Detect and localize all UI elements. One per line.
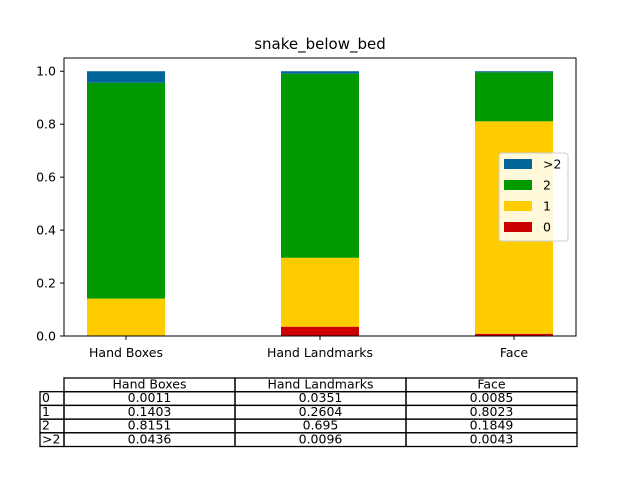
bar-hand-boxes-series-gt2 xyxy=(87,71,165,83)
bar-hand-landmarks-series-1 xyxy=(281,257,359,327)
table-cell-value: 0.0011 xyxy=(128,390,172,405)
table-cell-value: 0.695 xyxy=(303,418,339,433)
data-table: Hand Boxes Hand Landmarks Face 0 0.0011 0.035… xyxy=(39,377,578,448)
table-cell-value: 0.2604 xyxy=(299,404,343,419)
legend-swatch-1 xyxy=(504,201,532,211)
y-tick-label: 0.6 xyxy=(36,170,56,185)
legend-box xyxy=(498,152,569,242)
chart-title: snake_below_bed xyxy=(254,35,386,54)
legend-label-1: 1 xyxy=(543,199,551,214)
table-col-header: Face xyxy=(477,377,506,392)
table-cell-value: 0.0351 xyxy=(299,390,343,405)
table-col-header: Hand Boxes xyxy=(113,377,187,392)
bar-hand-landmarks-series-2 xyxy=(281,73,359,258)
legend-label-0: 0 xyxy=(543,220,551,235)
y-tick-label: 0.0 xyxy=(36,329,56,344)
table-row-label: 0 xyxy=(42,390,50,405)
x-tick-label: Face xyxy=(500,345,529,360)
legend-swatch-2 xyxy=(504,180,532,190)
legend-swatch-0 xyxy=(504,222,532,232)
table-cell-value: 0.1403 xyxy=(128,404,172,419)
bar-hand-boxes-series-2 xyxy=(87,82,165,299)
table-cell-value: 0.0436 xyxy=(128,431,172,446)
table-cell-value: 0.0096 xyxy=(299,431,343,446)
table-row-label: >2 xyxy=(42,431,60,446)
legend-swatch-gt2 xyxy=(504,159,532,169)
legend-label-2: 2 xyxy=(543,178,551,193)
table-row-label: 1 xyxy=(42,404,50,419)
bars-layer xyxy=(87,71,553,336)
bar-hand-boxes-series-1 xyxy=(87,298,165,336)
table-col-header: Hand Landmarks xyxy=(267,377,373,392)
axis-layer: 0.0 0.2 0.4 0.6 0.8 1.0 Hand Boxes Hand Landmar… xyxy=(36,64,528,360)
bar-face-series-2 xyxy=(475,72,553,122)
y-tick-label: 1.0 xyxy=(36,64,56,79)
bar-face-series-0 xyxy=(475,333,553,336)
legend-label-gt2: >2 xyxy=(543,157,561,172)
bar-hand-landmarks-series-0 xyxy=(281,326,359,336)
y-tick-label: 0.8 xyxy=(36,117,56,132)
y-tick-label: 0.2 xyxy=(36,276,56,291)
table-cell-value: 0.0043 xyxy=(470,431,514,446)
y-tick-label: 0.4 xyxy=(36,223,56,238)
table-cell-value: 0.0085 xyxy=(470,390,514,405)
table-cell-value: 0.1849 xyxy=(470,418,514,433)
bar-hand-landmarks-series-gt2 xyxy=(281,71,359,74)
table-cell-value: 0.8151 xyxy=(128,418,172,433)
table-row-label: 2 xyxy=(42,418,50,433)
bar-face-series-gt2 xyxy=(475,71,553,73)
table-cell xyxy=(405,432,578,448)
table-cell-value: 0.8023 xyxy=(470,404,514,419)
legend: >2 2 1 0 xyxy=(498,152,569,242)
x-tick-label: Hand Boxes xyxy=(89,345,163,360)
x-tick-label: Hand Landmarks xyxy=(267,345,373,360)
